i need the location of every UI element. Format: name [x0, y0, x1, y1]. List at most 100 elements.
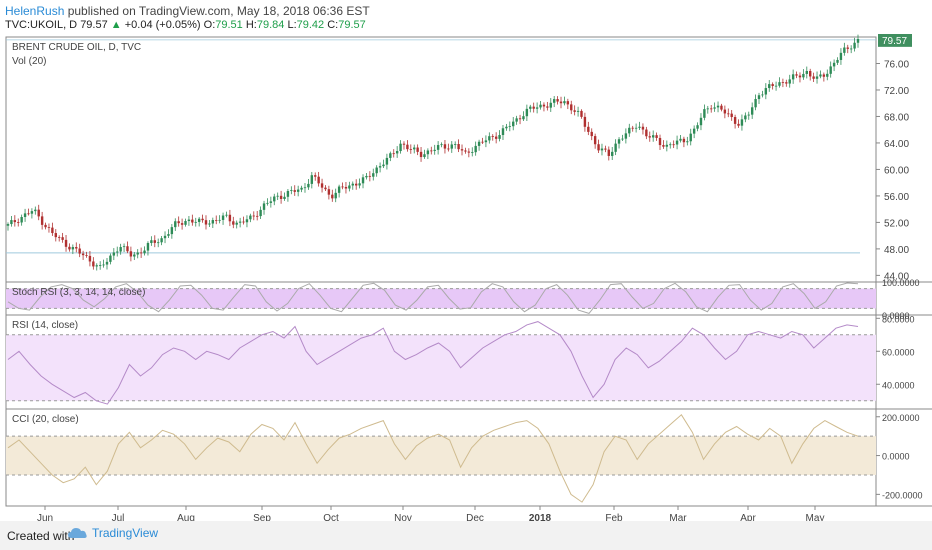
candle-body — [590, 131, 593, 137]
candle — [812, 72, 815, 83]
candle-body — [68, 246, 71, 250]
candle — [450, 141, 453, 153]
candle — [563, 96, 566, 106]
tradingview-link[interactable]: TradingView — [68, 526, 158, 540]
candle — [30, 208, 34, 219]
candle — [750, 102, 754, 119]
author-link[interactable]: HelenRush — [5, 4, 65, 18]
candle-body — [566, 101, 570, 105]
candle — [218, 215, 221, 224]
candle-body — [699, 117, 703, 126]
candle — [512, 117, 515, 131]
candle-body — [645, 129, 648, 137]
candle-body — [13, 220, 17, 223]
candle-body — [771, 84, 774, 87]
candle — [279, 190, 283, 204]
candle-body — [443, 144, 447, 149]
candle-body — [139, 252, 143, 254]
candle — [706, 105, 709, 114]
candle-body — [170, 227, 174, 235]
candle-body — [215, 220, 218, 221]
x-tick-label: May — [806, 513, 825, 521]
candle — [832, 59, 836, 72]
candle-body — [597, 144, 600, 151]
candle-body — [300, 187, 303, 190]
candle — [286, 188, 290, 202]
published-text: published on TradingView.com, May 18, 20… — [64, 4, 370, 18]
candle-body — [6, 224, 10, 226]
candle — [160, 235, 163, 246]
candle — [515, 115, 518, 125]
candle-body — [457, 144, 460, 150]
candle — [51, 222, 54, 236]
candle — [747, 111, 750, 120]
candle-body — [331, 194, 334, 199]
x-tick-label: Dec — [466, 513, 484, 521]
candle-body — [607, 149, 611, 156]
y-tick-label: 60.00 — [884, 165, 909, 176]
candle — [443, 140, 447, 154]
indicator-name: Stoch RSI (3, 3, 14, 14, close) — [12, 287, 145, 298]
candle-body — [846, 47, 849, 49]
candle-body — [136, 252, 139, 255]
candle-body — [809, 70, 812, 77]
candle-body — [477, 141, 481, 146]
candle-body — [436, 145, 440, 150]
candle — [416, 144, 419, 156]
candle — [211, 217, 215, 229]
y-tick-label: 72.00 — [884, 86, 909, 97]
candle-body — [675, 140, 679, 145]
candle — [583, 112, 587, 132]
candle-body — [580, 110, 583, 117]
candle — [692, 125, 696, 139]
candle — [778, 77, 781, 88]
candle — [737, 119, 740, 128]
candle — [491, 134, 494, 141]
indicator-level-label: 40.0000 — [882, 380, 915, 390]
candle-body — [491, 136, 494, 137]
high-label: H: — [245, 19, 257, 31]
candle — [395, 146, 399, 158]
candle — [389, 151, 392, 162]
candle — [242, 216, 245, 225]
y-tick-label: 52.00 — [884, 218, 909, 229]
candle — [85, 251, 88, 258]
candle-body — [703, 109, 706, 118]
candle — [341, 182, 344, 190]
candle-body — [317, 176, 320, 184]
candle-body — [157, 242, 160, 244]
candle-body — [119, 247, 122, 252]
indicator-line — [7, 282, 859, 314]
candle-body — [706, 108, 709, 110]
candle-body — [628, 127, 631, 134]
candle-body — [20, 216, 23, 223]
candle — [68, 243, 71, 252]
candle-body — [27, 213, 30, 215]
candle-body — [727, 113, 730, 115]
candle-body — [303, 187, 307, 189]
candle-body — [276, 195, 279, 197]
candle-body — [839, 52, 843, 60]
candle-body — [109, 255, 112, 262]
candle-body — [532, 106, 535, 109]
candle — [368, 171, 372, 182]
candle-body — [95, 265, 98, 267]
price-chart[interactable]: 44.00 48.00 52.00 56.00 60.00 64.00 68.00 72.00… — [0, 34, 932, 521]
candle — [590, 128, 593, 141]
candle-body — [802, 73, 805, 78]
candle — [105, 258, 109, 270]
candle — [744, 112, 747, 123]
candle — [249, 213, 252, 223]
candle-body — [341, 186, 344, 188]
ohlc-line: TVC:UKOIL, D 79.57 ▲ +0.04 (+0.05%) O:79… — [5, 19, 366, 31]
candle-body — [730, 113, 733, 118]
candle-body — [754, 99, 757, 108]
candle-body — [327, 189, 331, 195]
candle — [648, 131, 651, 142]
candle-body — [843, 47, 846, 53]
candle — [10, 215, 13, 227]
candle — [252, 211, 255, 221]
candle — [716, 101, 720, 113]
close-value: 79.57 — [338, 19, 366, 31]
candle — [58, 235, 61, 242]
